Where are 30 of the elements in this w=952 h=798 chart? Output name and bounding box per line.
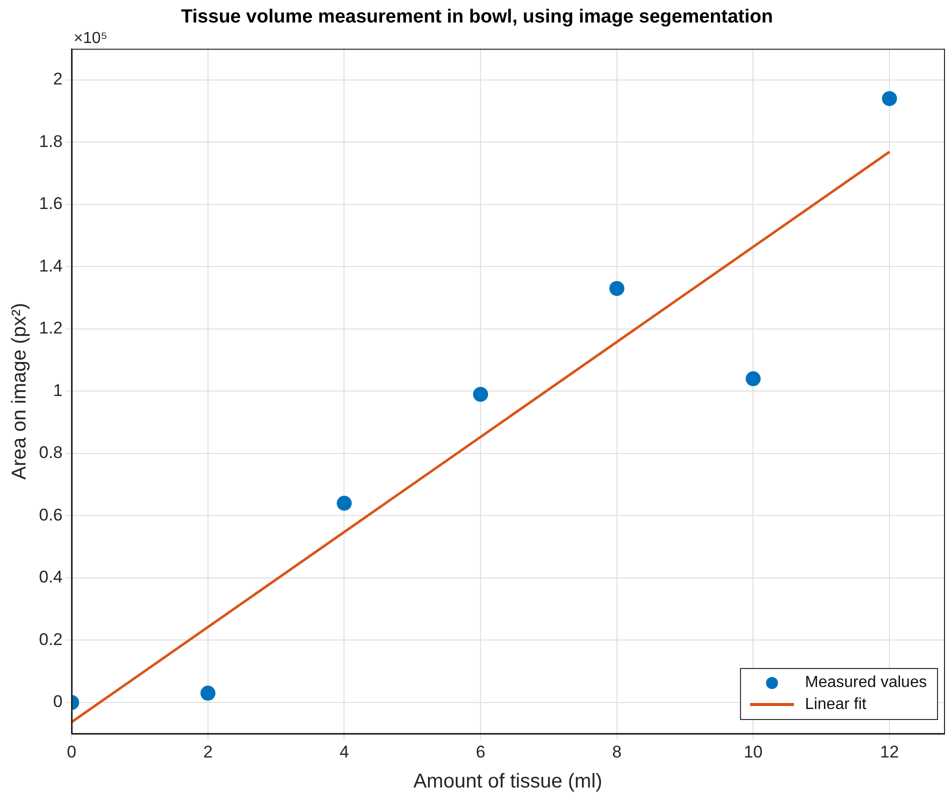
y-tick-label: 0.8 (38, 443, 63, 462)
y-tick-label: 0.2 (38, 630, 63, 649)
y-tick-label: 1.2 (38, 318, 63, 338)
text: ×10⁵ (74, 30, 108, 48)
point (473, 386, 488, 402)
y-tick-label: 0 (53, 692, 63, 712)
y-tick-label: 1 (53, 380, 63, 400)
y-tick-label: 0.4 (38, 568, 63, 587)
x-tick-label: 6 (476, 742, 486, 762)
y-axis-title: Area on image (px²) (8, 302, 31, 480)
point (746, 371, 761, 386)
x-tick-label: 2 (203, 742, 213, 762)
y-tick-label: 1.8 (38, 132, 63, 151)
point (336, 496, 352, 511)
y-tick-label: 1.6 (38, 194, 63, 214)
y-tick-label: 2 (53, 70, 63, 89)
legend-label: Linear fit (805, 696, 866, 714)
x-tick-label: 4 (340, 742, 349, 762)
y-tick-label: 0.6 (38, 505, 63, 524)
x-axis-title: Amount of tissue (ml) (413, 770, 602, 793)
point (200, 686, 216, 701)
legend-label: Measured values (805, 674, 927, 692)
point (609, 280, 624, 296)
x-tick-label: 0 (66, 742, 76, 762)
y-tick-label: 1.4 (38, 256, 63, 276)
point (882, 91, 897, 106)
x-tick-label: 10 (744, 742, 763, 762)
x-tick-label: 12 (880, 742, 899, 762)
chart-title: Tissue volume measurement in bowl, using image segementation (181, 6, 773, 28)
x-tick-label: 8 (612, 742, 622, 762)
